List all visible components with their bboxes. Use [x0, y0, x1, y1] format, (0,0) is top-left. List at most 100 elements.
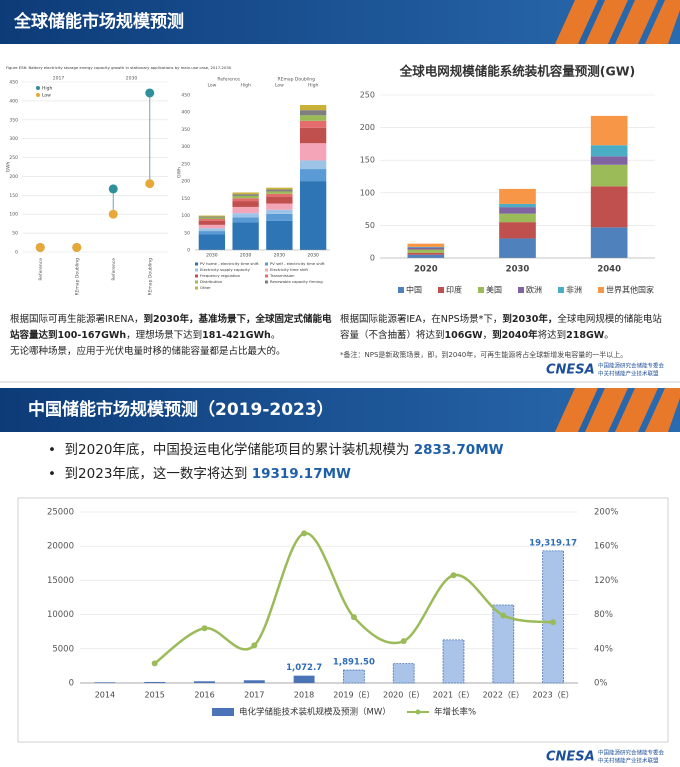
value-label: 19,319.17	[529, 538, 577, 548]
bullets: • 到2020年底，中国投运电化学储能项目的累计装机规模为 2833.70MW •…	[48, 438, 504, 486]
bar	[194, 681, 215, 683]
line-point	[251, 642, 258, 649]
x-tick-label: 2018	[294, 691, 314, 700]
legend-label: 世界其他国家	[606, 285, 654, 295]
legend-label: 印度	[446, 285, 462, 295]
y-tick-label: 300	[9, 136, 18, 142]
logo-line: 中关村储能产业技术联盟	[598, 370, 659, 378]
bar-segment	[590, 164, 628, 187]
bar-segment	[499, 203, 536, 208]
header-stripe	[615, 388, 658, 432]
y-tick-label: 200	[360, 123, 375, 132]
y-tick-label: 10000	[47, 610, 74, 620]
legend-label: PV self - electricity time shift	[270, 261, 325, 266]
paragraph: 无论哪种场景，应用于光伏电量时移的储能容量都是占比最大的。	[10, 344, 332, 360]
legend-label: Distribution	[200, 279, 223, 284]
x-tick-label: 2020（E）	[383, 691, 424, 700]
x-tick-label: 2015	[145, 691, 165, 700]
x-tick-label: 2023（E）	[532, 691, 573, 700]
legend-swatch	[558, 287, 564, 293]
bar-segment	[499, 213, 536, 223]
y-tick-label: 200%	[594, 508, 618, 518]
text-run: 到2040年	[492, 330, 538, 341]
logo-name: CNESA	[546, 750, 595, 765]
bar-segment	[590, 145, 628, 157]
text-run: 根据国际能源署IEA，在NPS场景*下，	[340, 314, 503, 325]
y-tick-label: 250	[360, 91, 375, 100]
y-tick-label: 0	[15, 250, 18, 256]
value-label: 1,891.50	[333, 658, 375, 668]
x-tick-label: REmap Doubling	[74, 258, 80, 296]
legend-swatch	[415, 709, 421, 715]
line-point	[201, 625, 208, 632]
legend-swatch	[518, 287, 524, 293]
header-stripe	[615, 0, 658, 44]
y-tick-label: 80%	[594, 610, 613, 620]
right-text: 根据国际能源署IEA，在NPS场景*下，到2030年，全球电网规模的储能电站容量…	[340, 312, 670, 344]
bar	[343, 669, 365, 684]
bar-segment	[232, 195, 259, 199]
x-tick-label: 2030	[274, 253, 286, 259]
x-tick-label: Reference	[38, 258, 44, 281]
header-stripe	[645, 0, 680, 44]
dot	[72, 242, 82, 252]
y-tick-label: 400	[181, 110, 190, 116]
y-tick-label: 0	[69, 679, 74, 689]
x-tick-label: 2030	[506, 265, 530, 275]
bar-segment	[299, 127, 327, 144]
chart-title: Figure ES6: Battery electricity storage …	[6, 65, 232, 70]
legend-swatch	[478, 287, 484, 293]
dot	[108, 209, 118, 219]
text-run: 无论哪种场景，应用于光伏电量时移的储能容量都是占比最大的。	[10, 346, 286, 357]
y-tick-label: 20000	[47, 542, 74, 552]
legend-label: 欧洲	[526, 285, 542, 295]
x-tick-label: 2016	[194, 691, 214, 700]
logo-line: 中国能源研究会储能专委会	[598, 362, 665, 370]
text-run: 。	[604, 330, 614, 341]
line-point	[400, 638, 407, 645]
x-tick-label: 2040	[597, 265, 621, 275]
bar-segment	[266, 193, 293, 197]
y-tick-label: 250	[181, 161, 190, 167]
y-tick-label: 15000	[47, 576, 74, 586]
x-tick-label: 2014	[95, 691, 115, 700]
bar-segment	[266, 203, 293, 210]
bar-segment	[299, 110, 327, 116]
slide-title: 中国储能市场规模预测（2019-2023）	[28, 399, 334, 420]
paragraph: 根据国际可再生能源署IRENA，到2030年，基准场景下，全球固定式储能电站容量…	[10, 312, 332, 344]
text-run: ，理想场景下达到	[126, 330, 203, 341]
bar-segment	[232, 217, 259, 223]
x-tick-label: 2022（E）	[483, 691, 524, 700]
bar-segment	[198, 228, 226, 232]
subgroup-label: High	[308, 83, 318, 89]
y-tick-label: 450	[181, 93, 190, 99]
y-tick-label: 350	[181, 127, 190, 133]
y-tick-label: 0%	[594, 679, 608, 689]
legend-swatch	[36, 93, 40, 97]
text-run: 到2030年，	[502, 314, 558, 325]
logo-name: CNESA	[546, 363, 595, 378]
header-stripe	[555, 388, 598, 432]
legend-label: Frequency regulation	[200, 273, 241, 278]
y-tick-label: 25000	[47, 508, 74, 518]
bullet-text: 到2020年底，中国投运电化学储能项目的累计装机规模为	[64, 442, 410, 458]
text-run: 106GW	[444, 330, 483, 341]
group-label: 2030	[126, 76, 138, 82]
bar-segment	[299, 160, 327, 170]
bullet: • 到2020年底，中国投运电化学储能项目的累计装机规模为 2833.70MW	[48, 442, 504, 458]
line-point	[500, 612, 507, 619]
bar-segment	[407, 254, 445, 258]
y-tick-label: 150	[360, 156, 375, 165]
bar-segment	[266, 213, 293, 221]
bar-segment	[407, 252, 445, 255]
group-label: Reference	[217, 77, 240, 83]
legend-label: 电化学储能技术装机规模及预测（MW）	[239, 707, 391, 718]
text-run: 到2030年，基准场景下，全球固定式储能电站容量达到100-167GWh	[10, 314, 332, 341]
bar-segment	[232, 192, 259, 195]
line-point	[350, 614, 357, 621]
bar-segment	[407, 243, 445, 247]
y-tick-label: 200	[9, 174, 18, 180]
bar-segment	[299, 143, 327, 161]
bar-segment	[407, 246, 445, 248]
